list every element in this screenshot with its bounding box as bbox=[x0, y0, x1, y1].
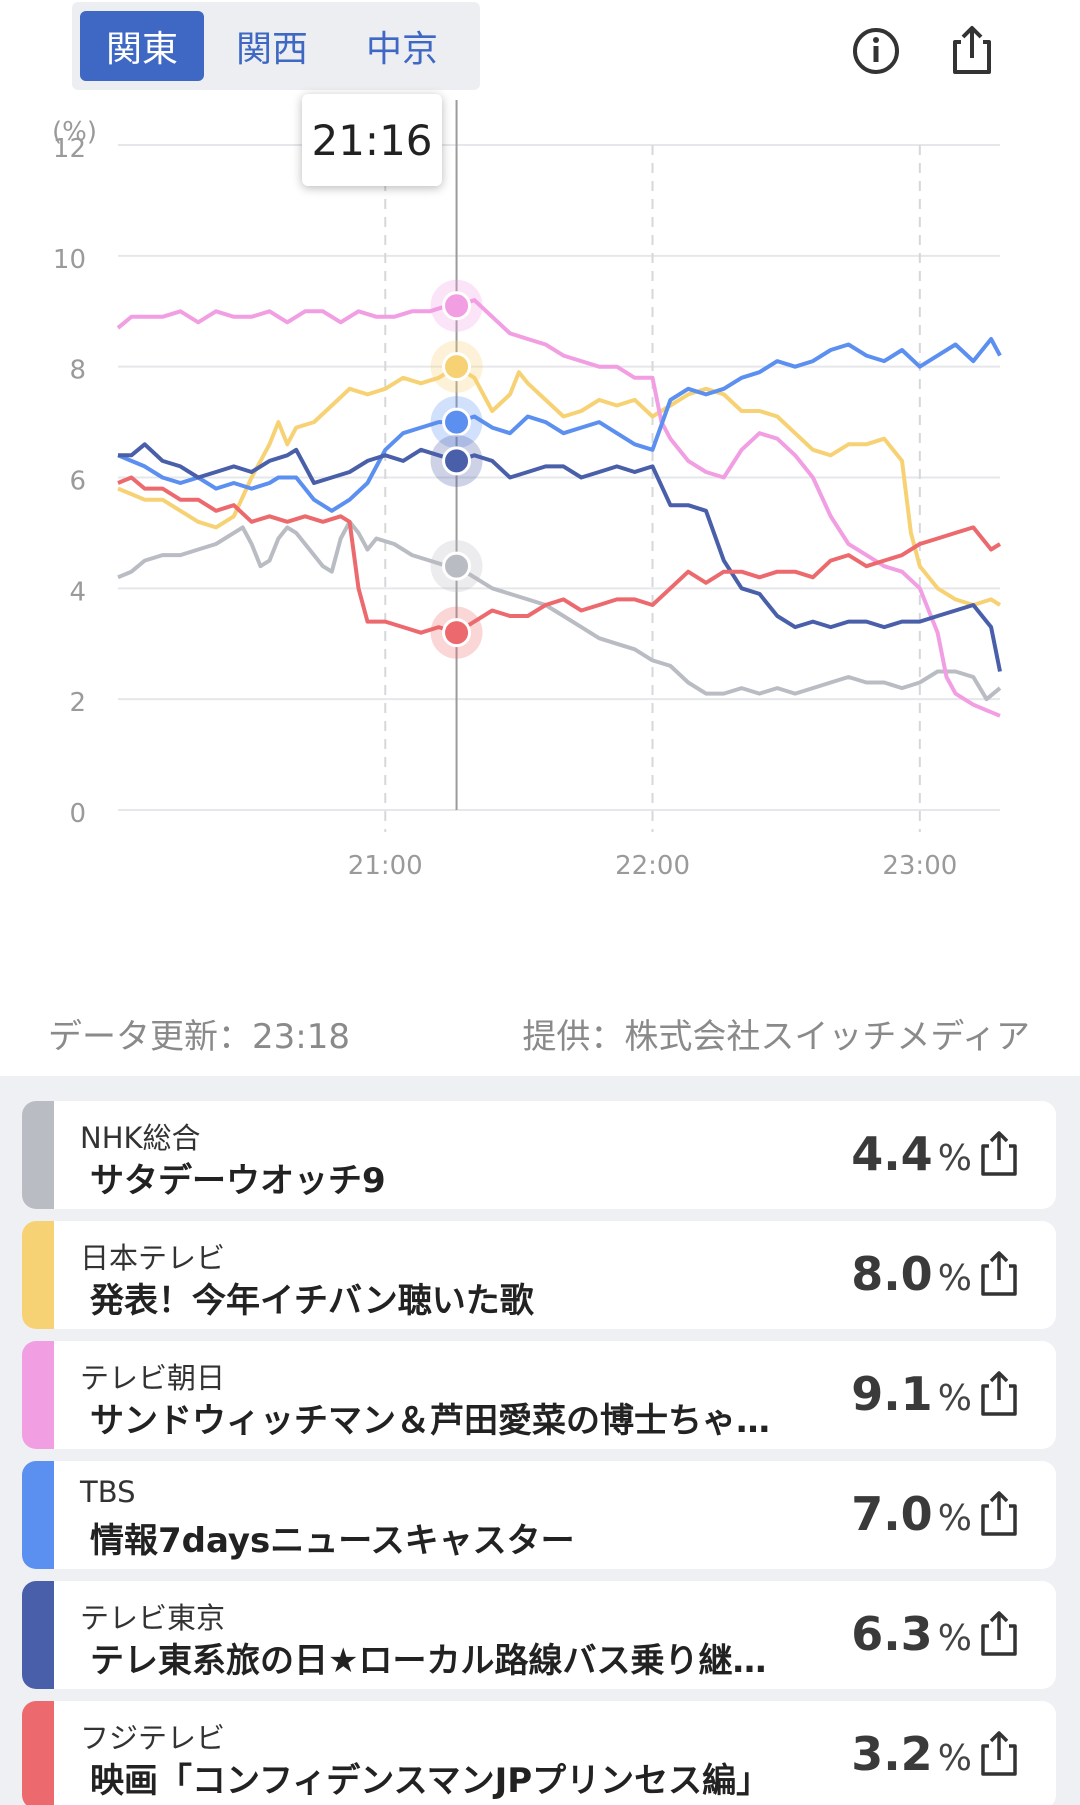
data-provider: 提供：株式会社スイッチメディア bbox=[522, 1017, 1030, 1057]
share-icon[interactable] bbox=[972, 1607, 1026, 1661]
chart-footer: データ更新：23:18 提供：株式会社スイッチメディア bbox=[0, 1005, 1080, 1061]
rating-unit: % bbox=[937, 1738, 972, 1779]
share-icon[interactable] bbox=[941, 20, 1003, 82]
channel-name: TBS bbox=[80, 1475, 136, 1509]
series-line-フジテレビ bbox=[117, 475, 1002, 635]
marker-point-テレビ朝日 bbox=[442, 291, 472, 321]
x-tick-label: 23:00 bbox=[882, 851, 957, 881]
share-icon[interactable] bbox=[972, 1727, 1026, 1781]
series-line-テレビ東京 bbox=[118, 442, 1002, 672]
data-update-time: データ更新：23:18 bbox=[48, 1017, 350, 1057]
horizontal-gridlines bbox=[118, 144, 1000, 811]
x-tick-label: 21:00 bbox=[348, 851, 423, 881]
rating-number: 7.0 bbox=[851, 1487, 933, 1541]
channel-name: NHK総合 bbox=[80, 1121, 201, 1155]
share-icon[interactable] bbox=[972, 1247, 1026, 1301]
rating-unit: % bbox=[937, 1498, 972, 1539]
rating-number: 8.0 bbox=[851, 1247, 933, 1301]
channel-list: NHK総合 サタデーウオッチ9 4.4 % 日本テレビ 発表！今年イチバン聴いた… bbox=[0, 1076, 1080, 1805]
list-item[interactable]: フジテレビ 映画「コンフィデンスマンJPプリンセス編」 3.2 % bbox=[22, 1701, 1056, 1805]
series-line-テレビ朝日 bbox=[116, 298, 1001, 718]
series-line-TBS bbox=[117, 337, 1002, 513]
channel-name: テレビ東京 bbox=[80, 1601, 226, 1635]
vertical-gridlines bbox=[384, 145, 921, 832]
tab-kanto[interactable]: 関東 bbox=[80, 11, 204, 81]
list-item[interactable]: TBS 情報7daysニュースキャスター 7.0 % bbox=[22, 1461, 1056, 1569]
channel-color-bar bbox=[22, 1701, 54, 1805]
y-tick-label: 2 bbox=[69, 688, 86, 718]
marker-point-TBS bbox=[442, 407, 472, 437]
rating-value: 7.0 % bbox=[822, 1487, 972, 1541]
share-icon[interactable] bbox=[972, 1487, 1026, 1541]
list-item[interactable]: 日本テレビ 発表！今年イチバン聴いた歌 8.0 % bbox=[22, 1221, 1056, 1329]
info-icon[interactable] bbox=[845, 20, 907, 82]
rating-number: 9.1 bbox=[851, 1367, 933, 1421]
program-title: 発表！今年イチバン聴いた歌 bbox=[90, 1281, 534, 1321]
region-tab-bar: 関東 関西 中京 bbox=[72, 2, 480, 90]
series-lines bbox=[116, 298, 1002, 718]
channel-color-bar bbox=[22, 1461, 54, 1569]
x-axis-ticks: 21:00 22:00 23:00 bbox=[348, 851, 957, 881]
cursor-markers bbox=[430, 279, 483, 659]
marker-point-フジテレビ bbox=[442, 618, 472, 648]
rating-unit: % bbox=[937, 1618, 972, 1659]
channel-color-bar bbox=[22, 1101, 54, 1209]
share-icon[interactable] bbox=[972, 1367, 1026, 1421]
marker-point-日本テレビ bbox=[442, 352, 472, 382]
program-title: サンドウィッチマン＆芦田愛菜の博士ちゃ… bbox=[90, 1401, 770, 1441]
list-item[interactable]: テレビ東京 テレ東系旅の日★ローカル路線バス乗り継… 6.3 % bbox=[22, 1581, 1056, 1689]
share-icon[interactable] bbox=[972, 1127, 1026, 1181]
tab-kansai[interactable]: 関西 bbox=[235, 29, 308, 70]
tab-chukyo[interactable]: 中京 bbox=[365, 29, 438, 70]
rating-number: 6.3 bbox=[851, 1607, 933, 1661]
y-tick-label: 12 bbox=[53, 134, 86, 164]
time-tooltip: 21:16 bbox=[302, 94, 442, 186]
y-tick-label: 6 bbox=[69, 467, 86, 497]
y-axis-unit-label: (%) bbox=[52, 117, 97, 147]
y-tick-label: 0 bbox=[69, 799, 86, 829]
series-line-日本テレビ bbox=[117, 364, 1002, 607]
viewership-chart[interactable]: (%) 0 2 4 6 8 10 12 21:00 22:00 23:00 bbox=[0, 100, 1080, 1000]
program-title: テレ東系旅の日★ローカル路線バス乗り継… bbox=[90, 1641, 767, 1681]
rating-number: 4.4 bbox=[851, 1127, 933, 1181]
channel-color-bar bbox=[22, 1221, 54, 1329]
channel-name: フジテレビ bbox=[80, 1721, 226, 1755]
marker-point-テレビ東京 bbox=[442, 446, 472, 476]
rating-unit: % bbox=[937, 1378, 972, 1419]
rating-number: 3.2 bbox=[851, 1727, 933, 1781]
channel-color-bar bbox=[22, 1581, 54, 1689]
rating-value: 4.4 % bbox=[822, 1127, 972, 1181]
list-item[interactable]: テレビ朝日 サンドウィッチマン＆芦田愛菜の博士ちゃ… 9.1 % bbox=[22, 1341, 1056, 1449]
program-title: サタデーウオッチ9 bbox=[90, 1161, 386, 1201]
y-tick-label: 8 bbox=[69, 356, 86, 386]
rating-value: 8.0 % bbox=[822, 1247, 972, 1301]
marker-point-NHK総合 bbox=[442, 551, 472, 581]
list-item[interactable]: NHK総合 サタデーウオッチ9 4.4 % bbox=[22, 1101, 1056, 1209]
program-title: 映画「コンフィデンスマンJPプリンセス編」 bbox=[90, 1761, 771, 1801]
series-line-NHK総合 bbox=[117, 519, 1002, 702]
channel-name: テレビ朝日 bbox=[80, 1361, 226, 1395]
rating-value: 9.1 % bbox=[822, 1367, 972, 1421]
y-tick-label: 4 bbox=[69, 577, 86, 607]
rating-value: 3.2 % bbox=[822, 1727, 972, 1781]
rating-value: 6.3 % bbox=[822, 1607, 972, 1661]
x-tick-label: 22:00 bbox=[615, 851, 690, 881]
rating-unit: % bbox=[937, 1258, 972, 1299]
program-title: 情報7daysニュースキャスター bbox=[90, 1521, 575, 1561]
channel-name: 日本テレビ bbox=[80, 1241, 226, 1275]
rating-unit: % bbox=[937, 1138, 972, 1179]
channel-color-bar bbox=[22, 1341, 54, 1449]
y-axis-ticks: 0 2 4 6 8 10 12 bbox=[53, 134, 86, 829]
y-tick-label: 10 bbox=[53, 245, 86, 275]
